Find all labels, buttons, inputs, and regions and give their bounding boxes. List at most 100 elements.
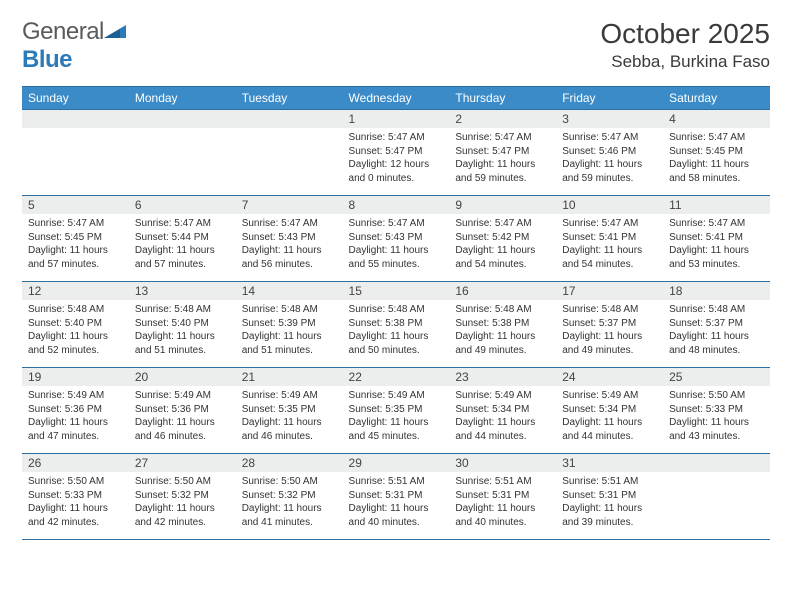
sunrise-text: Sunrise: 5:48 AM bbox=[28, 303, 123, 317]
daylight-text: Daylight: 11 hours and 59 minutes. bbox=[562, 158, 657, 185]
calendar-empty-cell bbox=[129, 110, 236, 196]
calendar-table: SundayMondayTuesdayWednesdayThursdayFrid… bbox=[22, 86, 770, 540]
calendar-day-cell: 6Sunrise: 5:47 AMSunset: 5:44 PMDaylight… bbox=[129, 196, 236, 282]
day-number: 16 bbox=[449, 282, 556, 300]
daylight-text: Daylight: 11 hours and 57 minutes. bbox=[28, 244, 123, 271]
calendar-day-cell: 8Sunrise: 5:47 AMSunset: 5:43 PMDaylight… bbox=[343, 196, 450, 282]
day-number: 2 bbox=[449, 110, 556, 128]
calendar-day-cell: 27Sunrise: 5:50 AMSunset: 5:32 PMDayligh… bbox=[129, 454, 236, 540]
calendar-body: 1Sunrise: 5:47 AMSunset: 5:47 PMDaylight… bbox=[22, 110, 770, 540]
daylight-text: Daylight: 11 hours and 49 minutes. bbox=[562, 330, 657, 357]
day-number: 7 bbox=[236, 196, 343, 214]
sunrise-text: Sunrise: 5:47 AM bbox=[669, 131, 764, 145]
daylight-text: Daylight: 12 hours and 0 minutes. bbox=[349, 158, 444, 185]
day-info: Sunrise: 5:49 AMSunset: 5:36 PMDaylight:… bbox=[129, 386, 236, 447]
sunrise-text: Sunrise: 5:51 AM bbox=[349, 475, 444, 489]
day-info: Sunrise: 5:48 AMSunset: 5:38 PMDaylight:… bbox=[449, 300, 556, 361]
daylight-text: Daylight: 11 hours and 39 minutes. bbox=[562, 502, 657, 529]
daylight-text: Daylight: 11 hours and 50 minutes. bbox=[349, 330, 444, 357]
calendar-day-cell: 28Sunrise: 5:50 AMSunset: 5:32 PMDayligh… bbox=[236, 454, 343, 540]
sunrise-text: Sunrise: 5:47 AM bbox=[28, 217, 123, 231]
location-text: Sebba, Burkina Faso bbox=[600, 52, 770, 72]
sunrise-text: Sunrise: 5:51 AM bbox=[562, 475, 657, 489]
daylight-text: Daylight: 11 hours and 46 minutes. bbox=[135, 416, 230, 443]
sunrise-text: Sunrise: 5:49 AM bbox=[562, 389, 657, 403]
daylight-text: Daylight: 11 hours and 59 minutes. bbox=[455, 158, 550, 185]
daylight-text: Daylight: 11 hours and 40 minutes. bbox=[455, 502, 550, 529]
daylight-text: Daylight: 11 hours and 44 minutes. bbox=[562, 416, 657, 443]
weekday-header: Sunday bbox=[22, 87, 129, 110]
sunrise-text: Sunrise: 5:49 AM bbox=[135, 389, 230, 403]
sunrise-text: Sunrise: 5:48 AM bbox=[562, 303, 657, 317]
sunset-text: Sunset: 5:35 PM bbox=[242, 403, 337, 417]
calendar-day-cell: 22Sunrise: 5:49 AMSunset: 5:35 PMDayligh… bbox=[343, 368, 450, 454]
day-info: Sunrise: 5:49 AMSunset: 5:36 PMDaylight:… bbox=[22, 386, 129, 447]
day-info: Sunrise: 5:51 AMSunset: 5:31 PMDaylight:… bbox=[556, 472, 663, 533]
sunset-text: Sunset: 5:42 PM bbox=[455, 231, 550, 245]
calendar-day-cell: 30Sunrise: 5:51 AMSunset: 5:31 PMDayligh… bbox=[449, 454, 556, 540]
sunrise-text: Sunrise: 5:47 AM bbox=[669, 217, 764, 231]
day-number: 19 bbox=[22, 368, 129, 386]
day-number: 20 bbox=[129, 368, 236, 386]
sunset-text: Sunset: 5:38 PM bbox=[349, 317, 444, 331]
calendar-week-row: 19Sunrise: 5:49 AMSunset: 5:36 PMDayligh… bbox=[22, 368, 770, 454]
calendar-day-cell: 12Sunrise: 5:48 AMSunset: 5:40 PMDayligh… bbox=[22, 282, 129, 368]
day-info: Sunrise: 5:47 AMSunset: 5:47 PMDaylight:… bbox=[343, 128, 450, 189]
sunset-text: Sunset: 5:41 PM bbox=[562, 231, 657, 245]
daylight-text: Daylight: 11 hours and 57 minutes. bbox=[135, 244, 230, 271]
calendar-day-cell: 29Sunrise: 5:51 AMSunset: 5:31 PMDayligh… bbox=[343, 454, 450, 540]
day-info: Sunrise: 5:47 AMSunset: 5:47 PMDaylight:… bbox=[449, 128, 556, 189]
daylight-text: Daylight: 11 hours and 43 minutes. bbox=[669, 416, 764, 443]
sunrise-text: Sunrise: 5:49 AM bbox=[455, 389, 550, 403]
day-info: Sunrise: 5:50 AMSunset: 5:32 PMDaylight:… bbox=[236, 472, 343, 533]
calendar-day-cell: 21Sunrise: 5:49 AMSunset: 5:35 PMDayligh… bbox=[236, 368, 343, 454]
sunrise-text: Sunrise: 5:47 AM bbox=[135, 217, 230, 231]
day-info: Sunrise: 5:47 AMSunset: 5:46 PMDaylight:… bbox=[556, 128, 663, 189]
sunset-text: Sunset: 5:31 PM bbox=[562, 489, 657, 503]
calendar-day-cell: 5Sunrise: 5:47 AMSunset: 5:45 PMDaylight… bbox=[22, 196, 129, 282]
sunrise-text: Sunrise: 5:48 AM bbox=[669, 303, 764, 317]
day-info: Sunrise: 5:48 AMSunset: 5:40 PMDaylight:… bbox=[22, 300, 129, 361]
calendar-empty-cell bbox=[663, 454, 770, 540]
day-info: Sunrise: 5:48 AMSunset: 5:40 PMDaylight:… bbox=[129, 300, 236, 361]
sunset-text: Sunset: 5:31 PM bbox=[349, 489, 444, 503]
day-info: Sunrise: 5:47 AMSunset: 5:44 PMDaylight:… bbox=[129, 214, 236, 275]
day-info: Sunrise: 5:47 AMSunset: 5:42 PMDaylight:… bbox=[449, 214, 556, 275]
calendar-day-cell: 2Sunrise: 5:47 AMSunset: 5:47 PMDaylight… bbox=[449, 110, 556, 196]
sunrise-text: Sunrise: 5:47 AM bbox=[455, 131, 550, 145]
calendar-day-cell: 26Sunrise: 5:50 AMSunset: 5:33 PMDayligh… bbox=[22, 454, 129, 540]
sunrise-text: Sunrise: 5:47 AM bbox=[562, 217, 657, 231]
sunset-text: Sunset: 5:44 PM bbox=[135, 231, 230, 245]
sunset-text: Sunset: 5:39 PM bbox=[242, 317, 337, 331]
daylight-text: Daylight: 11 hours and 52 minutes. bbox=[28, 330, 123, 357]
sunrise-text: Sunrise: 5:50 AM bbox=[135, 475, 230, 489]
day-info: Sunrise: 5:50 AMSunset: 5:33 PMDaylight:… bbox=[22, 472, 129, 533]
day-number: 4 bbox=[663, 110, 770, 128]
day-info: Sunrise: 5:47 AMSunset: 5:41 PMDaylight:… bbox=[556, 214, 663, 275]
weekday-header: Thursday bbox=[449, 87, 556, 110]
day-info: Sunrise: 5:47 AMSunset: 5:45 PMDaylight:… bbox=[663, 128, 770, 189]
calendar-day-cell: 24Sunrise: 5:49 AMSunset: 5:34 PMDayligh… bbox=[556, 368, 663, 454]
calendar-day-cell: 1Sunrise: 5:47 AMSunset: 5:47 PMDaylight… bbox=[343, 110, 450, 196]
header: General Blue October 2025 Sebba, Burkina… bbox=[22, 18, 770, 74]
calendar-day-cell: 15Sunrise: 5:48 AMSunset: 5:38 PMDayligh… bbox=[343, 282, 450, 368]
daylight-text: Daylight: 11 hours and 54 minutes. bbox=[562, 244, 657, 271]
calendar-day-cell: 7Sunrise: 5:47 AMSunset: 5:43 PMDaylight… bbox=[236, 196, 343, 282]
sunset-text: Sunset: 5:37 PM bbox=[562, 317, 657, 331]
sunset-text: Sunset: 5:46 PM bbox=[562, 145, 657, 159]
calendar-day-cell: 13Sunrise: 5:48 AMSunset: 5:40 PMDayligh… bbox=[129, 282, 236, 368]
calendar-day-cell: 3Sunrise: 5:47 AMSunset: 5:46 PMDaylight… bbox=[556, 110, 663, 196]
day-info: Sunrise: 5:48 AMSunset: 5:37 PMDaylight:… bbox=[556, 300, 663, 361]
calendar-day-cell: 19Sunrise: 5:49 AMSunset: 5:36 PMDayligh… bbox=[22, 368, 129, 454]
sunset-text: Sunset: 5:40 PM bbox=[135, 317, 230, 331]
sunrise-text: Sunrise: 5:49 AM bbox=[28, 389, 123, 403]
sunrise-text: Sunrise: 5:47 AM bbox=[349, 217, 444, 231]
day-info: Sunrise: 5:49 AMSunset: 5:34 PMDaylight:… bbox=[556, 386, 663, 447]
day-number: 11 bbox=[663, 196, 770, 214]
sunset-text: Sunset: 5:36 PM bbox=[135, 403, 230, 417]
sunset-text: Sunset: 5:31 PM bbox=[455, 489, 550, 503]
calendar-week-row: 1Sunrise: 5:47 AMSunset: 5:47 PMDaylight… bbox=[22, 110, 770, 196]
sunset-text: Sunset: 5:36 PM bbox=[28, 403, 123, 417]
sunset-text: Sunset: 5:45 PM bbox=[669, 145, 764, 159]
day-info: Sunrise: 5:47 AMSunset: 5:41 PMDaylight:… bbox=[663, 214, 770, 275]
